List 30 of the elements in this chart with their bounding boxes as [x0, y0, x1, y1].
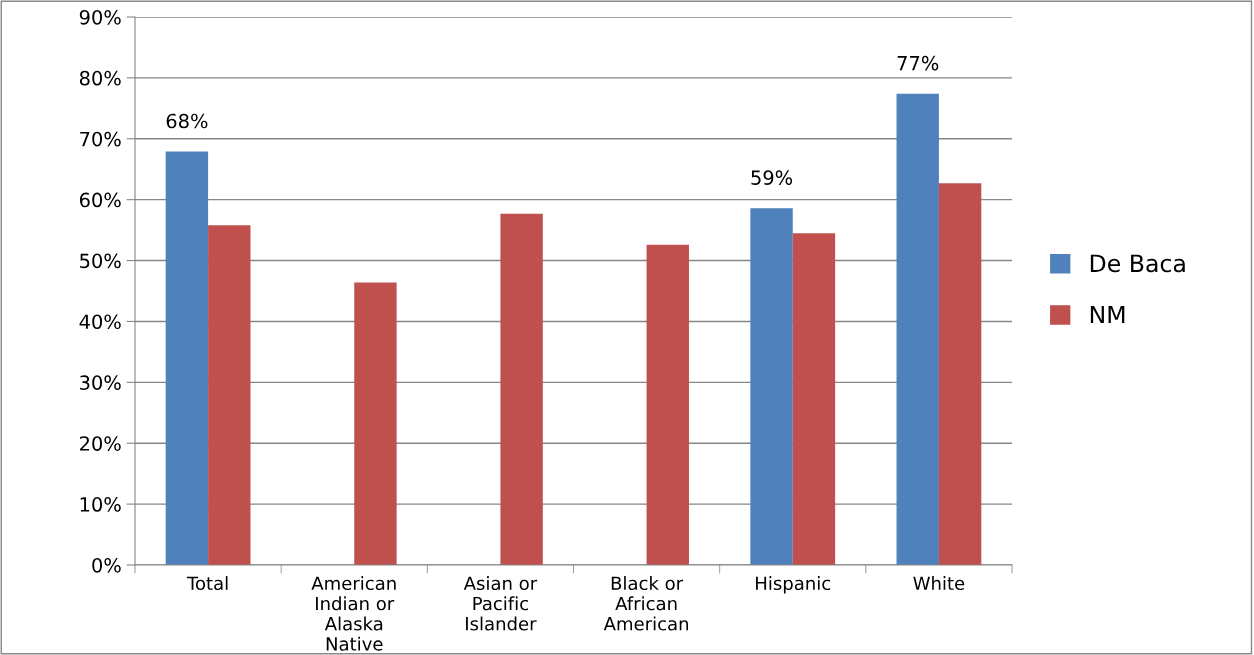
- bar: [646, 244, 689, 565]
- bar: [896, 93, 939, 565]
- bar: [750, 208, 793, 565]
- x-tick-label: Total: [186, 576, 228, 591]
- bar: [208, 225, 251, 565]
- bar: [938, 183, 982, 565]
- data-label: 59%: [751, 170, 793, 185]
- x-tick-label: Black or African American: [603, 576, 689, 631]
- x-tick-label: American Indian or Alaska Native: [311, 576, 396, 651]
- x-tick-label: White: [913, 576, 965, 591]
- y-tick-label: 10%: [80, 497, 121, 512]
- y-tick-label: 20%: [80, 436, 121, 451]
- data-label: 68%: [166, 113, 208, 129]
- y-tick-label: 60%: [79, 192, 121, 208]
- y-tick-label: 80%: [79, 70, 121, 86]
- y-tick-label: 0%: [92, 557, 121, 573]
- legend-label: De Baca: [1090, 254, 1185, 273]
- bar: [500, 213, 543, 565]
- y-tick-label: 90%: [79, 9, 121, 25]
- x-tick-label: Hispanic: [756, 576, 831, 594]
- y-tick-label: 50%: [80, 253, 121, 269]
- x-tick-label: Asian or Pacific Islander: [463, 576, 538, 631]
- bar: [165, 151, 209, 565]
- y-tick-label: 40%: [79, 314, 121, 330]
- y-tick-label: 30%: [80, 375, 121, 390]
- bar: [792, 233, 836, 565]
- data-label: 77%: [897, 55, 939, 71]
- bar: [354, 282, 397, 565]
- legend-label: NM: [1090, 305, 1125, 324]
- y-tick-label: 70%: [80, 131, 121, 147]
